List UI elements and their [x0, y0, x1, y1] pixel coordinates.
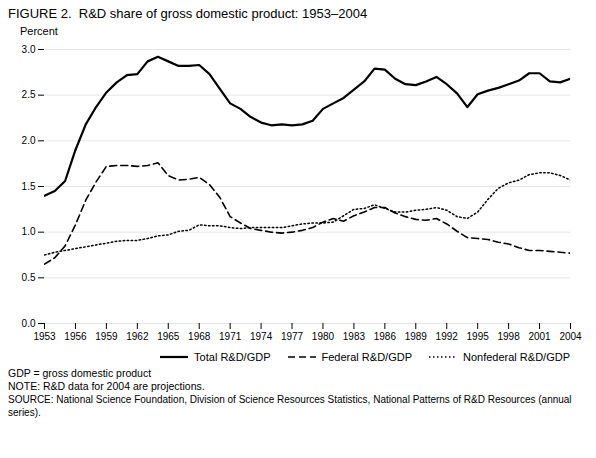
svg-text:1959: 1959: [95, 331, 118, 342]
svg-text:2.5: 2.5: [22, 89, 36, 100]
svg-text:1983: 1983: [343, 331, 366, 342]
svg-text:1.5: 1.5: [22, 181, 36, 192]
svg-text:2004: 2004: [559, 331, 582, 342]
html-text:GDP = gross domestic product: GDP = gross domestic product: [8, 367, 152, 379]
svg-text:1962: 1962: [126, 331, 149, 342]
svg-text:1980: 1980: [312, 331, 335, 342]
svg-text:1956: 1956: [64, 331, 87, 342]
html-text:SOURCE: National Science Found: SOURCE: National Science Foundation, Div…: [8, 394, 572, 418]
svg-text:1998: 1998: [497, 331, 520, 342]
html-text:Nonfederal R&D/GDP: Nonfederal R&D/GDP: [463, 351, 570, 363]
svg-text:0.5: 0.5: [22, 272, 36, 283]
svg-text:1968: 1968: [188, 331, 211, 342]
svg-text:0.0: 0.0: [22, 318, 36, 329]
svg-text:1995: 1995: [467, 331, 490, 342]
svg-text:1953: 1953: [33, 331, 56, 342]
svg-text:2001: 2001: [528, 331, 551, 342]
svg-text:1992: 1992: [436, 331, 459, 342]
html-text:Total R&D/GDP: Total R&D/GDP: [194, 351, 271, 363]
html-text:FIGURE 2. R&D share of gross d: FIGURE 2. R&D share of gross domestic pr…: [8, 6, 368, 21]
svg-text:1977: 1977: [281, 331, 304, 342]
svg-text:2.0: 2.0: [22, 135, 36, 146]
svg-text:1986: 1986: [374, 331, 397, 342]
svg-text:1974: 1974: [250, 331, 273, 342]
svg-text:1965: 1965: [157, 331, 180, 342]
svg-text:3.0: 3.0: [22, 44, 36, 55]
html-text:Federal R&D/GDP: Federal R&D/GDP: [321, 351, 412, 363]
svg-text:1971: 1971: [219, 331, 242, 342]
html-text:Percent: Percent: [20, 25, 58, 37]
svg-text:1989: 1989: [405, 331, 428, 342]
svg-text:1.0: 1.0: [22, 226, 36, 237]
html-text:NOTE: R&D data for 2004 are pr: NOTE: R&D data for 2004 are projections.: [8, 380, 205, 392]
